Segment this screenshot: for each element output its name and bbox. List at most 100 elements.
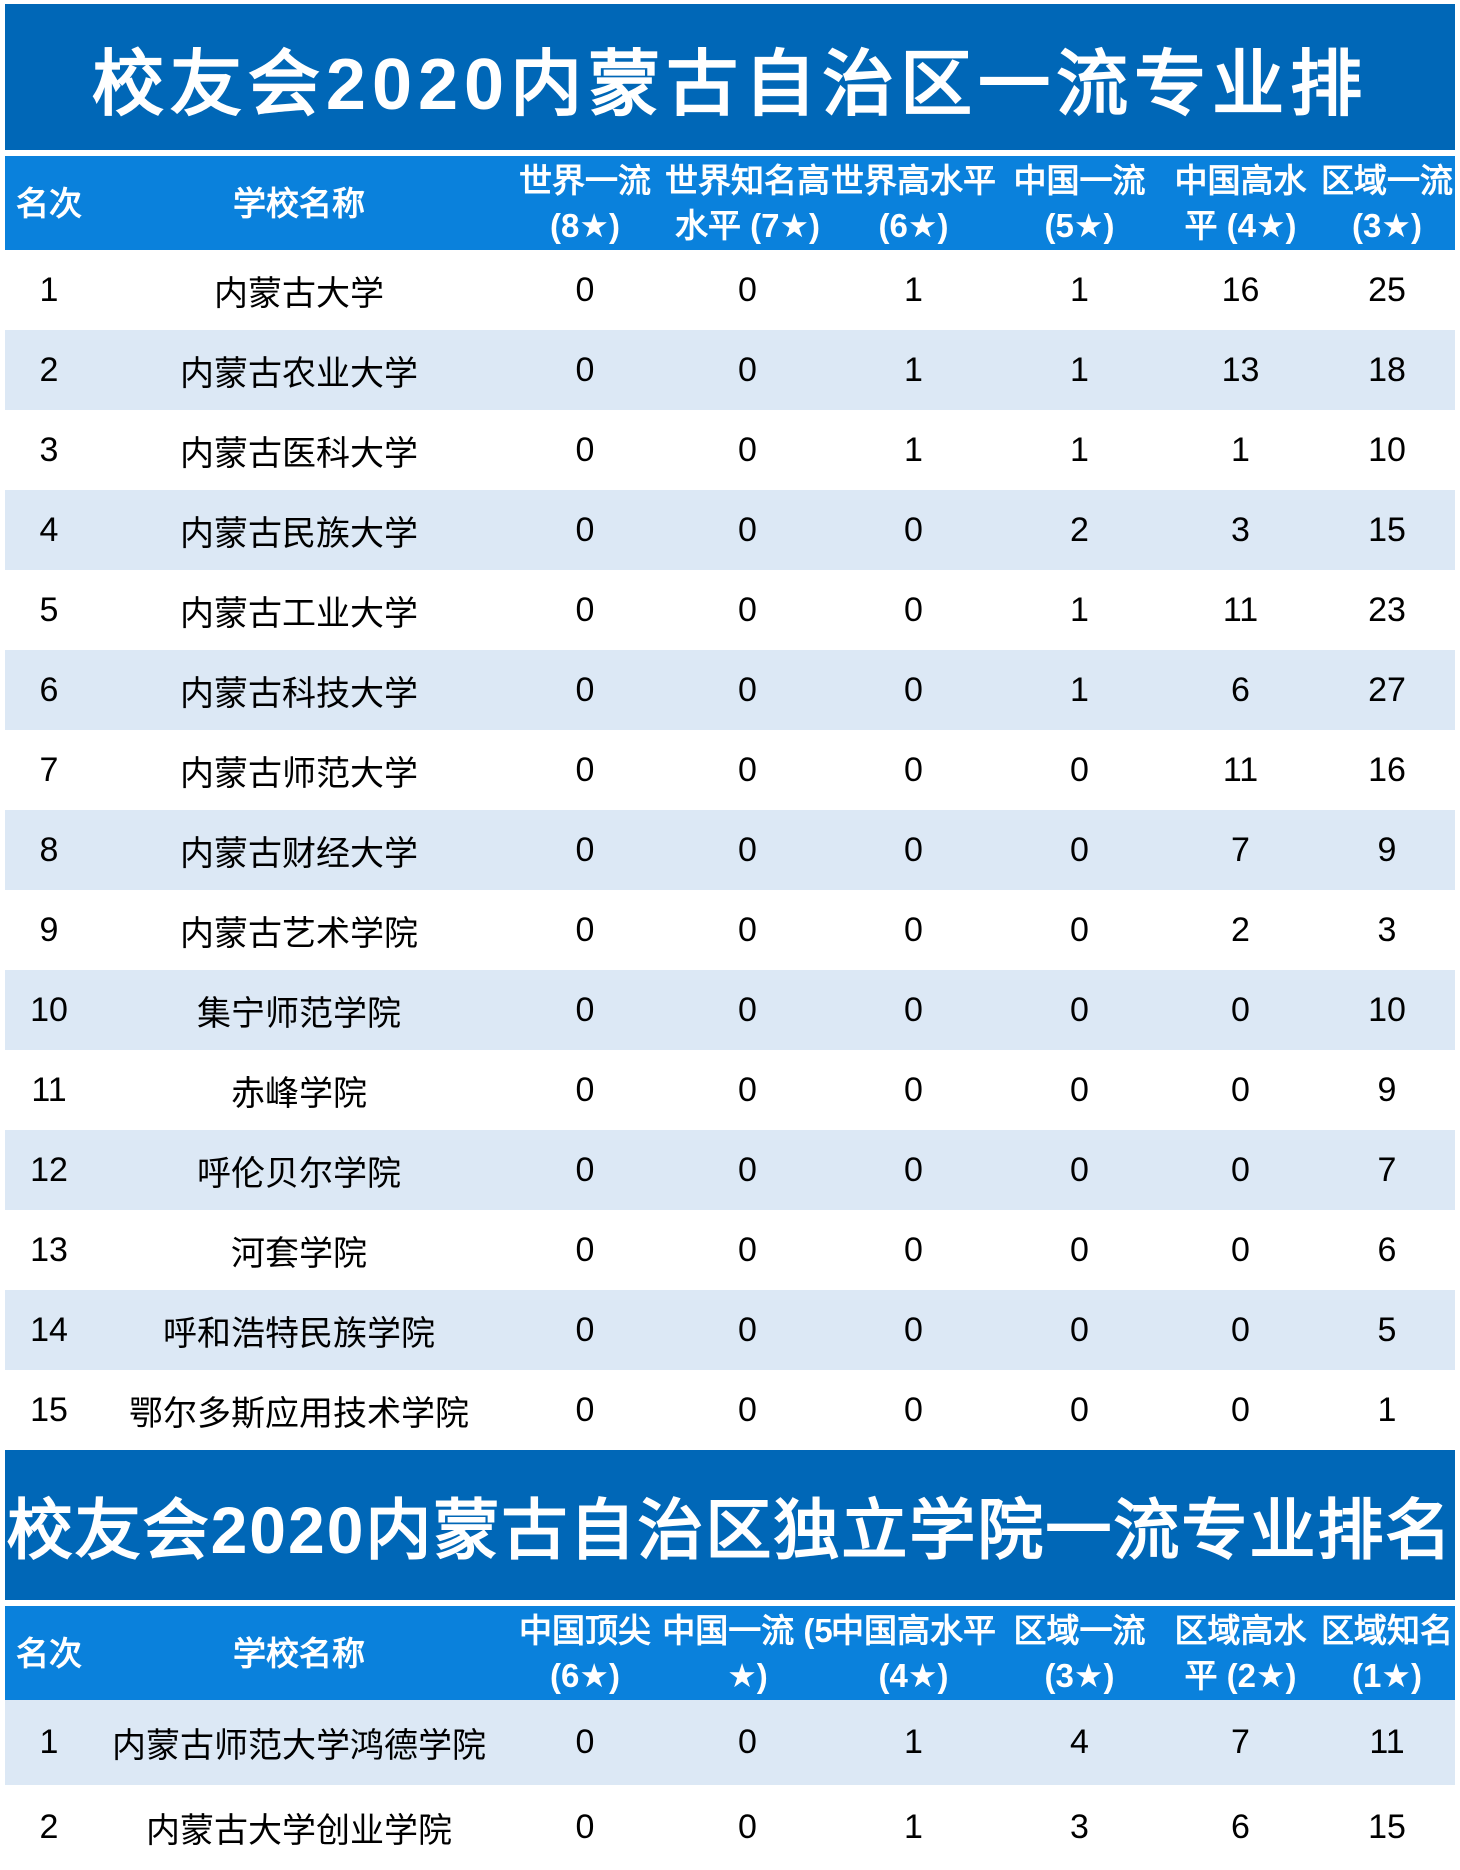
value-cell: 2 [1231, 910, 1250, 949]
value-cell: 1 [904, 270, 923, 309]
value-cell: 0 [1070, 990, 1089, 1029]
value-cell: 15 [1368, 1808, 1406, 1846]
value-cell: 25 [1368, 270, 1406, 309]
header-label-line1: 中国高水平 [831, 1612, 996, 1649]
table-row: 15 鄂尔多斯应用技术学院 0 0 0 0 0 1 [5, 1370, 1455, 1450]
value-cell: 0 [575, 990, 595, 1029]
header-label-line2: (8★) [550, 207, 620, 244]
school-name-cell: 内蒙古师范大学鸿德学院 [112, 1727, 486, 1765]
value-cell: 0 [1231, 990, 1250, 1029]
value-cell: 13 [1221, 350, 1260, 389]
value-cell: 1 [1231, 430, 1250, 469]
rank-cell: 15 [30, 1390, 68, 1429]
value-cell: 1 [1377, 1390, 1397, 1429]
value-cell: 9 [1377, 1070, 1397, 1109]
school-name-cell: 集宁师范学院 [197, 994, 401, 1033]
rank-cell: 4 [39, 510, 59, 549]
value-cell: 0 [904, 750, 923, 789]
value-cell: 0 [738, 910, 757, 949]
school-name-cell: 内蒙古师范大学 [180, 754, 418, 793]
school-name-cell: 内蒙古大学创业学院 [146, 1812, 452, 1850]
rank-cell: 1 [39, 1723, 59, 1761]
rank-cell: 8 [39, 830, 59, 869]
value-cell: 0 [904, 510, 923, 549]
value-cell: 16 [1368, 750, 1406, 789]
value-cell: 3 [1377, 910, 1397, 949]
value-cell: 5 [1377, 1310, 1397, 1349]
value-cell: 0 [738, 590, 757, 629]
table-row: 11 赤峰学院 0 0 0 0 0 9 [5, 1050, 1455, 1130]
value-cell: 0 [904, 590, 923, 629]
value-cell: 1 [1070, 670, 1089, 709]
table-row: 3 内蒙古医科大学 0 0 1 1 1 10 [5, 410, 1455, 490]
school-name-cell: 呼伦贝尔学院 [197, 1154, 401, 1193]
header-label-line2: 水平 (7★) [674, 207, 821, 244]
section1-banner-title: 校友会2020内蒙古自治区一流专业排 [5, 4, 1455, 150]
value-cell: 7 [1231, 1723, 1250, 1761]
table-row: 1 内蒙古师范大学鸿德学院 0 0 1 4 7 11 [5, 1700, 1455, 1785]
value-cell: 7 [1377, 1150, 1397, 1189]
school-name-cell: 内蒙古民族大学 [180, 514, 418, 553]
value-cell: 0 [904, 1310, 923, 1349]
value-cell: 0 [1070, 1070, 1089, 1109]
header-label-line1: 区域高水 [1174, 1612, 1307, 1649]
table-row: 9 内蒙古艺术学院 0 0 0 0 2 3 [5, 890, 1455, 970]
value-cell: 0 [575, 910, 595, 949]
value-cell: 0 [738, 1070, 757, 1109]
header-cell: 学校名称 [93, 1606, 505, 1700]
school-name-cell: 内蒙古科技大学 [180, 674, 418, 713]
value-cell: 0 [738, 990, 757, 1029]
value-cell: 0 [1070, 910, 1089, 949]
value-cell: 0 [738, 270, 757, 309]
value-cell: 6 [1377, 1230, 1397, 1269]
value-cell: 0 [575, 1070, 595, 1109]
header-cell: 区域高水平 (2★) [1162, 1606, 1319, 1700]
header-label-line2: (6★) [878, 207, 949, 244]
value-cell: 0 [738, 1230, 757, 1269]
value-cell: 1 [1070, 430, 1089, 469]
value-cell: 6 [1231, 670, 1250, 709]
value-cell: 0 [738, 430, 757, 469]
value-cell: 0 [904, 1150, 923, 1189]
value-cell: 0 [1070, 1310, 1089, 1349]
rank-cell: 9 [39, 910, 59, 949]
value-cell: 0 [1070, 750, 1089, 789]
header-cell: 区域一流 (3★) [1319, 156, 1455, 250]
header-label-line1: 世界知名高 [665, 162, 830, 199]
value-cell: 0 [575, 750, 595, 789]
table-row: 12 呼伦贝尔学院 0 0 0 0 0 7 [5, 1130, 1455, 1210]
section-universities: 校友会2020内蒙古自治区一流专业排 名次 学校名称 世界一流 (8★) 世界知名高 水平… [5, 4, 1455, 1450]
header-cell: 名次 [5, 156, 93, 250]
school-name-cell: 赤峰学院 [231, 1074, 367, 1113]
value-cell: 0 [1231, 1070, 1250, 1109]
value-cell: 0 [904, 910, 923, 949]
header-label-line1: 区域一流 [1321, 162, 1453, 199]
header-label-line1: 世界高水平 [831, 162, 996, 199]
value-cell: 23 [1368, 590, 1406, 629]
value-cell: 3 [1070, 1808, 1089, 1846]
rank-cell: 12 [30, 1150, 68, 1189]
school-name-cell: 河套学院 [231, 1234, 367, 1273]
value-cell: 0 [1231, 1310, 1250, 1349]
school-name-cell: 内蒙古农业大学 [180, 354, 418, 393]
school-name-cell: 内蒙古艺术学院 [180, 914, 418, 953]
table-row: 10 集宁师范学院 0 0 0 0 0 10 [5, 970, 1455, 1050]
value-cell: 16 [1221, 270, 1260, 309]
value-cell: 0 [904, 1070, 923, 1109]
value-cell: 6 [1231, 1808, 1250, 1846]
value-cell: 11 [1369, 1723, 1405, 1761]
value-cell: 9 [1377, 830, 1397, 869]
value-cell: 0 [575, 1230, 595, 1269]
value-cell: 0 [575, 1150, 595, 1189]
section1-rows: 1 内蒙古大学 0 0 1 1 16 25 2 内蒙古农业大学 0 0 1 1 13 18 3 内蒙古医科大学 0 0… [5, 250, 1455, 1450]
value-cell: 27 [1368, 670, 1406, 709]
section2-rows: 1 内蒙古师范大学鸿德学院 0 0 1 4 7 11 2 内蒙古大学创业学院 0 0 1 3 6 15 [5, 1700, 1455, 1870]
header-label-line1: 区域知名 [1321, 1612, 1453, 1649]
header-cell: 中国高水平 (4★) [1162, 156, 1319, 250]
value-cell: 0 [738, 1150, 757, 1189]
header-label-line2: (6★) [550, 1657, 620, 1694]
value-cell: 0 [904, 1230, 923, 1269]
school-name-cell: 鄂尔多斯应用技术学院 [129, 1394, 469, 1433]
value-cell: 1 [1070, 270, 1089, 309]
